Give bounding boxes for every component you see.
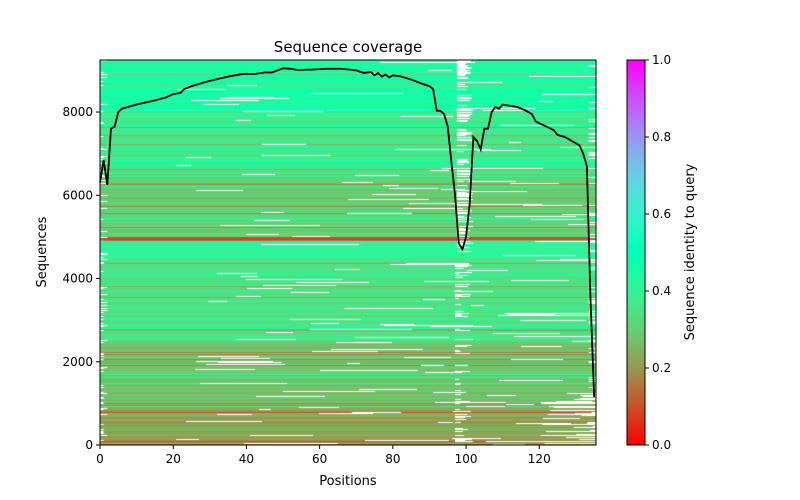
x-tick-label: 100	[455, 452, 478, 466]
colorbar-tick-label: 0.0	[652, 438, 671, 452]
x-axis-label: Positions	[319, 474, 377, 489]
coverage-line-group	[99, 67, 596, 398]
x-tick-label: 0	[96, 452, 104, 466]
colorbar-tick-label: 0.6	[652, 207, 671, 221]
y-tick-label: 6000	[62, 188, 93, 202]
y-tick-label: 2000	[62, 355, 93, 369]
y-tick-label: 4000	[62, 272, 93, 286]
x-tick-label: 120	[528, 452, 551, 466]
colorbar-tick-label: 0.2	[652, 361, 671, 375]
colorbar-tick-label: 0.4	[652, 284, 671, 298]
y-axis-label: Sequences	[35, 216, 50, 287]
colorbar-frame	[626, 59, 646, 446]
y-axis: 0 2000 4000 6000 8000	[62, 105, 100, 452]
coverage-heatmap	[100, 60, 596, 445]
plot-frame	[99, 59, 597, 446]
x-tick-label: 60	[312, 452, 327, 466]
x-tick-label: 20	[166, 452, 181, 466]
y-tick-label: 0	[85, 438, 93, 452]
colorbar-tick-label: 0.8	[652, 130, 671, 144]
x-tick-label: 40	[239, 452, 254, 466]
colorbar-gradient	[627, 60, 645, 445]
y-tick-label: 8000	[62, 105, 93, 119]
chart-title: Sequence coverage	[274, 38, 422, 56]
colorbar-label: Sequence identity to query	[683, 163, 698, 340]
coverage-line	[99, 67, 596, 398]
colorbar-axis: 0.0 0.2 0.4 0.6 0.8 1.0	[645, 53, 671, 452]
colorbar-tick-label: 1.0	[652, 53, 671, 67]
x-tick-label: 80	[385, 452, 400, 466]
x-axis: 0 20 40 60 80 100 120	[96, 445, 551, 466]
